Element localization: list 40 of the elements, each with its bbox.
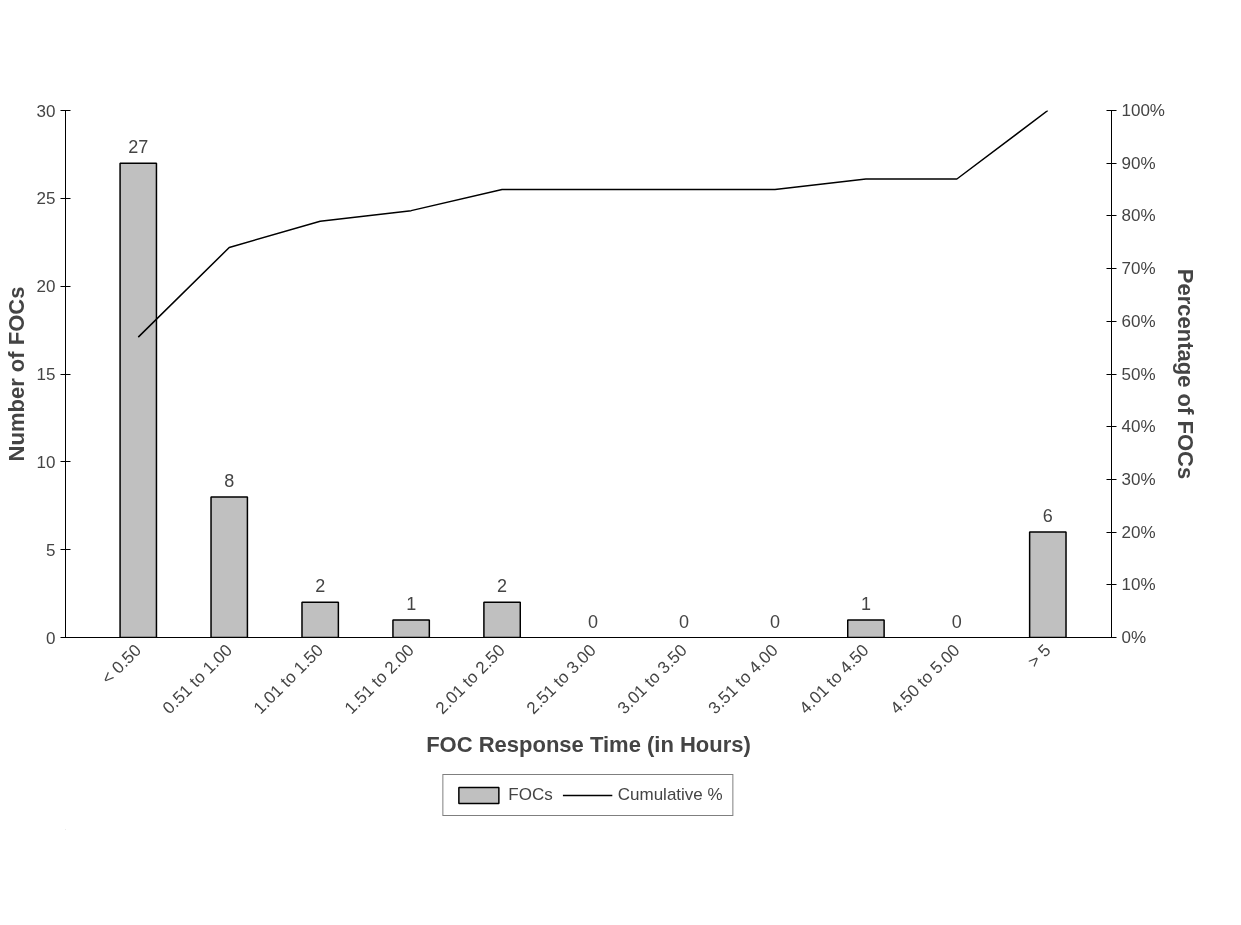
y2-tick-label: 50% <box>1121 364 1156 384</box>
y-tick-label: 10 <box>36 452 56 472</box>
y2-tick-label: 90% <box>1121 153 1156 173</box>
y-tick-label: 0 <box>46 628 56 648</box>
y2-tick-label: 80% <box>1121 206 1156 226</box>
x-tick-label: 4.50 to 5.00 <box>886 640 964 718</box>
y2-axis-title: Percentage of FOCs <box>1172 268 1198 480</box>
x-tick-label: 3.01 to 3.50 <box>613 640 691 718</box>
y-tick-label: 20 <box>36 277 56 297</box>
data-label: 27 <box>128 137 149 158</box>
y-axis-title: Number of FOCs <box>3 286 29 462</box>
y2-tick-label: 60% <box>1121 311 1156 331</box>
y2-tick-label: 70% <box>1121 259 1156 279</box>
x-tick-label: 4.01 to 4.50 <box>795 640 873 718</box>
y2-tick-label: 20% <box>1121 522 1156 542</box>
data-label: 0 <box>951 611 962 632</box>
x-axis-title: FOC Response Time (in Hours) <box>426 732 751 758</box>
data-label: 6 <box>1042 506 1053 527</box>
x-tick-label: > 5 <box>1024 640 1055 672</box>
data-label: 0 <box>679 611 690 632</box>
y2-tick-label: 40% <box>1121 417 1156 437</box>
data-label: 1 <box>860 593 871 614</box>
y-tick-label: 15 <box>36 365 56 384</box>
data-label: 1 <box>406 593 417 614</box>
y2-tick-label: 30% <box>1121 469 1156 489</box>
x-tick-label: < 0.50 <box>97 640 145 688</box>
data-label: 8 <box>224 470 235 491</box>
y2-tick-label: 0% <box>1121 628 1147 647</box>
x-tick-label: 3.51 to 4.00 <box>704 640 782 718</box>
data-label: 2 <box>315 576 326 597</box>
data-label: 0 <box>769 611 780 632</box>
y2-tick-label: 100% <box>1121 101 1165 120</box>
legend-label: Cumulative % <box>617 785 723 805</box>
data-label: 2 <box>497 576 508 597</box>
y-tick-label: 5 <box>46 540 56 560</box>
data-label: 0 <box>588 611 599 632</box>
legend-label: FOCs <box>508 785 553 805</box>
y2-tick-label: 10% <box>1121 575 1156 595</box>
y-tick-label: 30 <box>36 101 56 121</box>
y-tick-label: 25 <box>36 189 56 209</box>
